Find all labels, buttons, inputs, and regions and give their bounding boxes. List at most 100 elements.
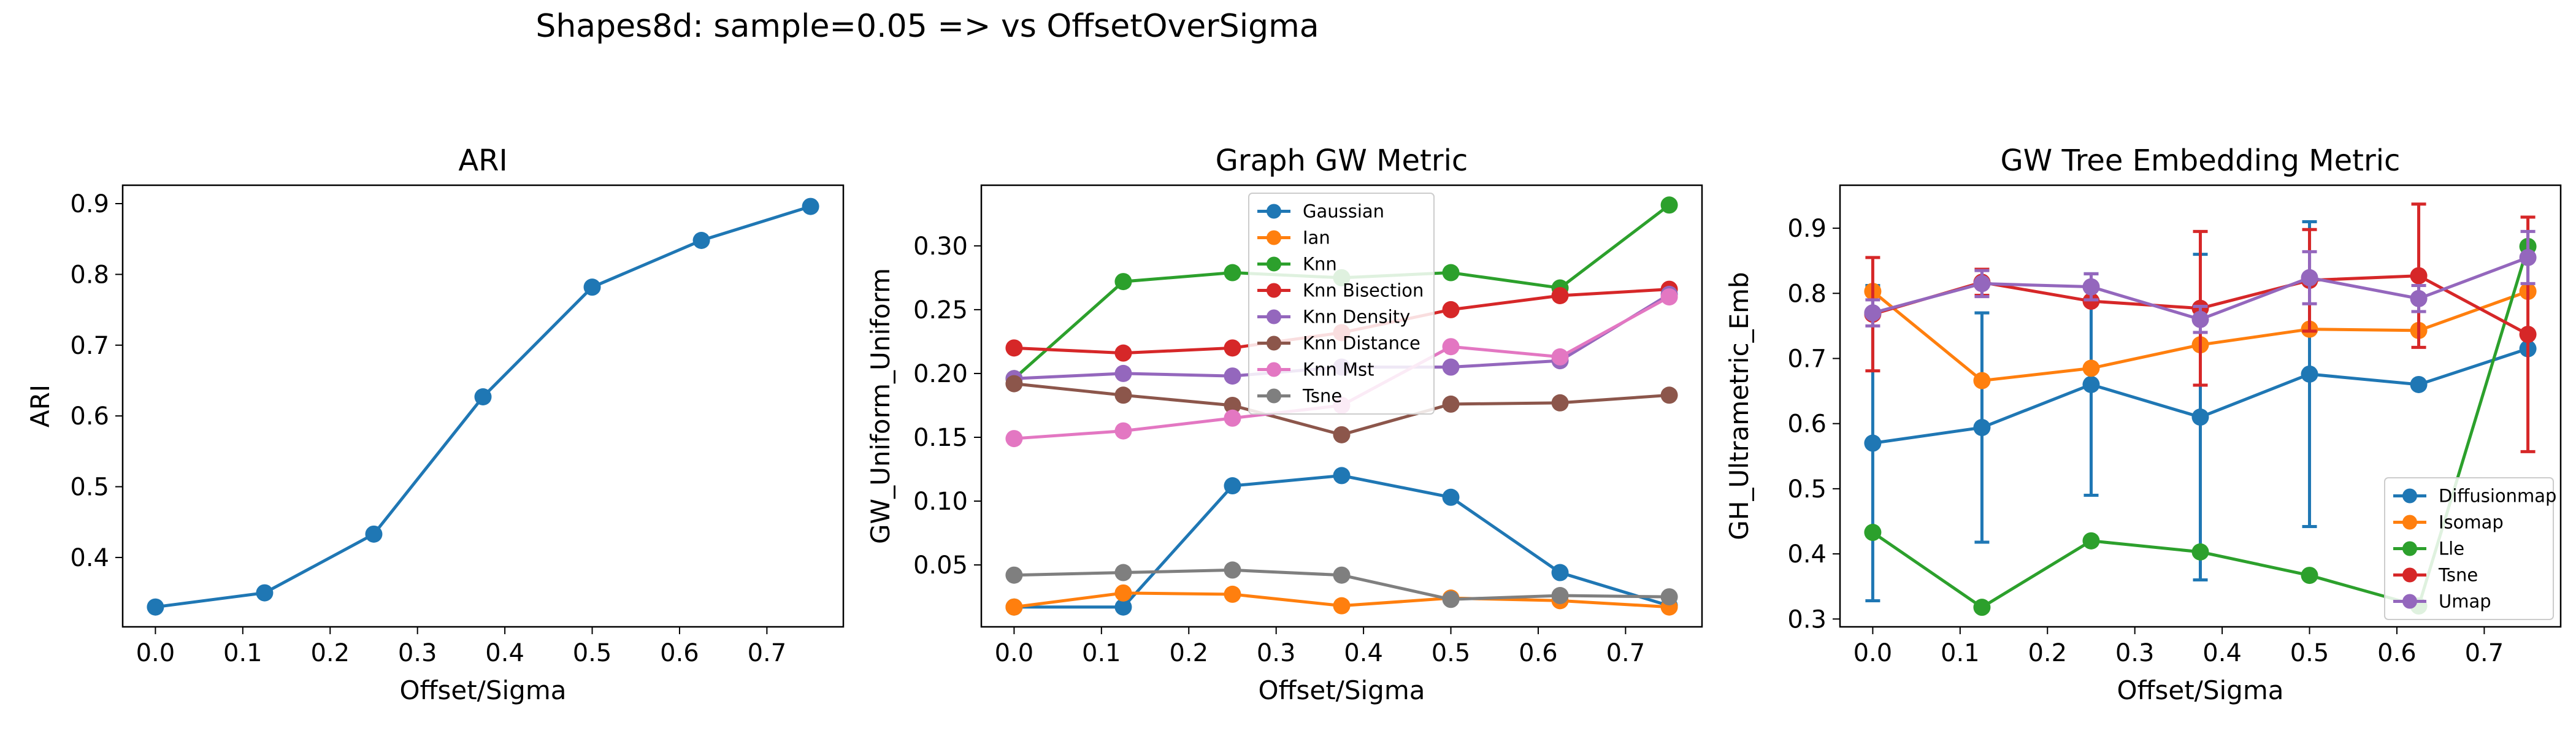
- x-axis-label: Offset/Sigma: [400, 675, 567, 705]
- y-tick-label: 0.05: [913, 551, 968, 580]
- data-point: [1864, 524, 1882, 542]
- data-point: [1005, 598, 1023, 616]
- data-point: [1442, 488, 1460, 506]
- x-tick-label: 0.4: [1344, 639, 1383, 667]
- x-tick-label: 0.1: [1082, 639, 1121, 667]
- data-point: [802, 197, 819, 215]
- data-point: [1864, 434, 1882, 452]
- data-point: [583, 278, 601, 296]
- data-point: [1973, 419, 1991, 437]
- series-umap: [1864, 229, 2537, 334]
- series-gaussian: [1005, 467, 1678, 616]
- legend-swatch-marker: [2402, 541, 2417, 556]
- y-tick-label: 0.7: [1787, 345, 1827, 373]
- x-tick-label: 0.0: [136, 639, 175, 667]
- x-tick-label: 0.6: [660, 639, 699, 667]
- y-axis-label: ARI: [25, 385, 55, 427]
- data-point: [365, 525, 383, 543]
- data-point: [1224, 367, 1241, 385]
- data-point: [2519, 326, 2537, 343]
- series-ian: [1005, 584, 1678, 616]
- data-point: [1114, 598, 1132, 616]
- y-axis-label: GW_Uniform_Uniform: [865, 268, 895, 544]
- data-point: [2410, 267, 2428, 285]
- chart-title: ARI: [458, 144, 507, 178]
- data-point: [2410, 375, 2428, 393]
- x-tick-label: 0.5: [573, 639, 612, 667]
- data-point: [1114, 584, 1132, 602]
- plot-frame: [980, 184, 1703, 628]
- data-point: [1114, 422, 1132, 440]
- data-point: [1224, 409, 1241, 427]
- data-point: [1005, 339, 1023, 357]
- y-tick-label: 0.9: [1787, 215, 1827, 243]
- x-tick-label: 0.3: [1257, 639, 1296, 667]
- data-point: [1660, 196, 1678, 214]
- data-point: [2519, 248, 2537, 266]
- y-tick-label: 0.4: [1787, 540, 1827, 569]
- data-point: [2301, 365, 2318, 383]
- legend-label: Knn Bisection: [1303, 280, 1424, 301]
- x-tick-label: 0.7: [748, 639, 787, 667]
- data-point: [1224, 264, 1241, 282]
- y-tick-label: 0.8: [70, 261, 109, 289]
- legend-label: Knn: [1303, 254, 1337, 275]
- legend-swatch-marker: [1267, 362, 1281, 377]
- y-tick-label: 0.5: [70, 473, 109, 502]
- y-tick-label: 0.7: [70, 332, 109, 360]
- y-tick-label: 0.3: [1787, 605, 1827, 634]
- chart-panel-3: GW Tree Embedding Metric 0.0 0.1 0.2 0.3 0.4 0…: [1724, 144, 2562, 705]
- x-tick-label: 0.5: [1432, 639, 1471, 667]
- data-point: [1442, 395, 1460, 413]
- x-tick-label: 0.5: [2290, 639, 2329, 667]
- plot-frame: [121, 184, 845, 628]
- x-tick-label: 0.1: [223, 639, 263, 667]
- data-point: [2191, 408, 2209, 426]
- x-tick-label: 0.6: [1519, 639, 1558, 667]
- data-point: [1224, 477, 1241, 495]
- data-point: [2082, 359, 2100, 377]
- y-tick-label: 0.30: [913, 232, 968, 261]
- x-tick-label: 0.6: [2377, 639, 2417, 667]
- data-point: [1224, 396, 1241, 414]
- legend-label: Knn Mst: [1303, 359, 1374, 380]
- data-point: [1114, 364, 1132, 382]
- y-tick-label: 0.6: [70, 402, 109, 431]
- legend-label: Ian: [1303, 228, 1330, 248]
- x-tick-label: 0.0: [995, 639, 1034, 667]
- data-point: [2301, 567, 2318, 585]
- data-point: [1551, 287, 1569, 304]
- x-tick-label: 0.4: [2202, 639, 2242, 667]
- legend-label: Knn Distance: [1303, 333, 1420, 354]
- y-tick-label: 0.25: [913, 296, 968, 324]
- data-point: [1224, 585, 1241, 603]
- data-point: [1224, 339, 1241, 357]
- legend-swatch-marker: [1267, 335, 1281, 351]
- data-point: [1005, 375, 1023, 393]
- x-axis-label: Offset/Sigma: [2117, 675, 2284, 705]
- legend-swatch-marker: [2402, 515, 2417, 530]
- legend: Gaussian Ian Knn Knn Bisection Knn Density Kn…: [1248, 193, 1435, 415]
- x-tick-label: 0.4: [485, 639, 524, 667]
- y-tick-label: 0.9: [70, 190, 109, 218]
- x-axis-label: Offset/Sigma: [1259, 675, 1425, 705]
- plot-frame: [1839, 184, 2562, 628]
- y-tick-label: 0.15: [913, 424, 968, 452]
- legend-box: [2384, 477, 2554, 620]
- x-tick-label: 0.2: [310, 639, 350, 667]
- y-tick-label: 0.4: [70, 544, 109, 572]
- data-point: [1333, 467, 1351, 485]
- data-point: [1005, 430, 1023, 448]
- x-tick-label: 0.7: [2465, 639, 2504, 667]
- legend-label: Tsne: [2438, 565, 2478, 586]
- legend-swatch-marker: [1267, 204, 1281, 219]
- legend-swatch-marker: [1267, 230, 1281, 245]
- data-point: [1442, 358, 1460, 376]
- data-point: [2191, 543, 2209, 561]
- legend-label: Umap: [2439, 591, 2491, 612]
- x-tick-label: 0.3: [398, 639, 437, 667]
- x-tick-label: 0.2: [1169, 639, 1208, 667]
- data-point: [2191, 310, 2209, 328]
- data-point: [1114, 564, 1132, 581]
